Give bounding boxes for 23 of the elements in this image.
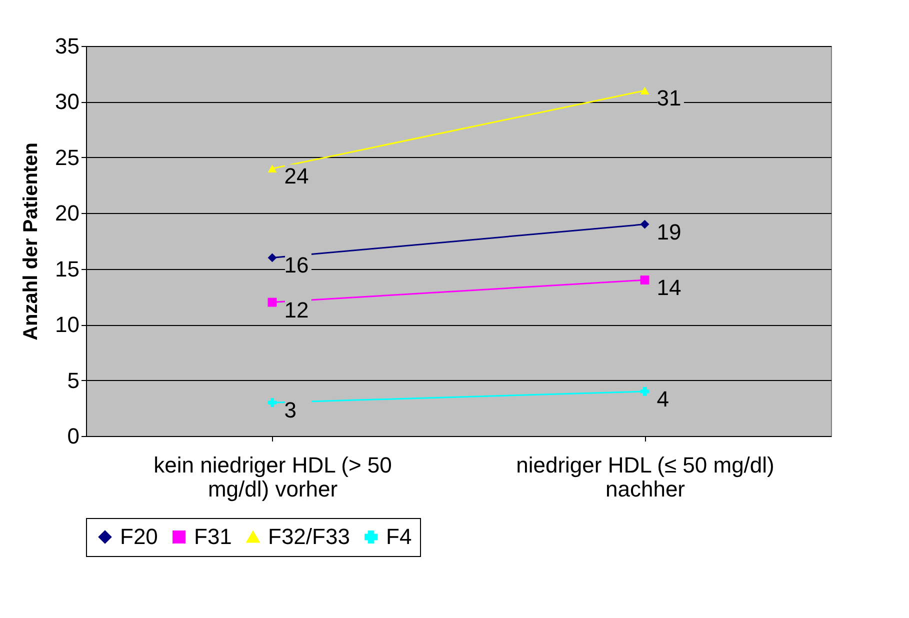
x-tick-label: kein niedriger HDL (> 50 mg/dl) vorher <box>154 452 392 502</box>
y-tick-label: 15 <box>55 256 80 282</box>
y-tick-label: 5 <box>67 368 80 393</box>
data-label: 31 <box>656 86 682 111</box>
y-tick-label: 25 <box>55 144 80 170</box>
y-tick-label: 10 <box>55 312 80 338</box>
legend-label: F32/F33 <box>268 524 350 549</box>
data-label: 14 <box>656 275 682 300</box>
data-label: 4 <box>656 386 669 412</box>
x-tick-label: niedriger HDL (≤ 50 mg/dl) nachher <box>516 452 774 502</box>
legend-label: F31 <box>194 524 232 549</box>
legend-label: F4 <box>386 524 412 549</box>
y-tick-label: 35 <box>55 34 80 58</box>
data-label: 24 <box>284 164 309 189</box>
legend-label: F20 <box>120 524 158 549</box>
y-axis-title: Anzahl der Patienten <box>20 142 42 340</box>
y-tick-label: 0 <box>67 424 80 448</box>
y-tick-label: 20 <box>55 200 80 226</box>
data-label: 19 <box>656 219 682 244</box>
y-tick-label: 30 <box>55 89 80 114</box>
data-label: 16 <box>284 252 309 278</box>
data-label: 12 <box>284 297 309 322</box>
data-label: 3 <box>284 398 296 423</box>
